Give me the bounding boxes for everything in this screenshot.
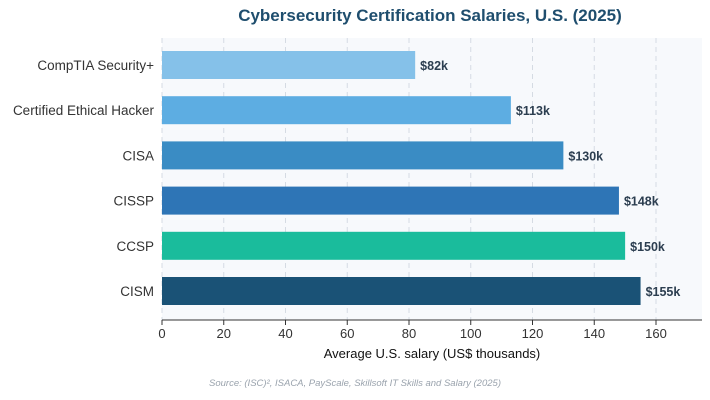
x-tick-label: 100 bbox=[460, 326, 482, 341]
y-tick-label: CISSP bbox=[113, 194, 154, 209]
bar bbox=[162, 141, 564, 170]
x-tick-label: 40 bbox=[278, 326, 292, 341]
bar bbox=[162, 277, 641, 305]
x-tick-label: 0 bbox=[158, 326, 165, 341]
grid-lines bbox=[161, 38, 657, 320]
bar-value-label: $130k bbox=[568, 149, 603, 163]
x-tick-label: 20 bbox=[217, 326, 231, 341]
x-tick-label: 140 bbox=[583, 326, 605, 341]
y-tick-label: CompTIA Security+ bbox=[37, 58, 154, 73]
bar bbox=[162, 186, 619, 215]
bar bbox=[162, 231, 626, 260]
bar-value-label: $150k bbox=[630, 240, 665, 254]
y-axis-labels: CompTIA Security+ Certified Ethical Hacke… bbox=[13, 58, 155, 299]
bar bbox=[162, 51, 416, 79]
y-tick-label: Certified Ethical Hacker bbox=[13, 103, 155, 118]
y-tick-label: CISM bbox=[120, 284, 154, 299]
chart-title: Cybersecurity Certification Salaries, U.… bbox=[238, 6, 622, 25]
bar-value-label: $148k bbox=[624, 195, 659, 209]
bar-value-label: $155k bbox=[646, 285, 681, 299]
bar-value-label: $113k bbox=[516, 104, 550, 118]
value-labels: $82k $113k $130k $148k $150k $155k bbox=[420, 59, 680, 299]
x-axis-label: Average U.S. salary (US$ thousands) bbox=[324, 346, 541, 361]
bars bbox=[162, 51, 641, 305]
plot-background bbox=[162, 38, 702, 320]
y-tick-label: CCSP bbox=[116, 239, 154, 254]
source-note: Source: (ISC)², ISACA, PayScale, Skillso… bbox=[209, 378, 501, 389]
x-tick-label: 120 bbox=[522, 326, 544, 341]
bar-value-label: $82k bbox=[420, 59, 448, 73]
y-tick-label: CISA bbox=[122, 148, 154, 163]
x-tick-label: 60 bbox=[340, 326, 354, 341]
x-tick-label: 80 bbox=[402, 326, 416, 341]
bar bbox=[162, 96, 511, 125]
x-tick-label: 160 bbox=[645, 326, 667, 341]
x-axis-ticks: 0 20 40 60 80 100 120 140 160 bbox=[158, 320, 667, 341]
